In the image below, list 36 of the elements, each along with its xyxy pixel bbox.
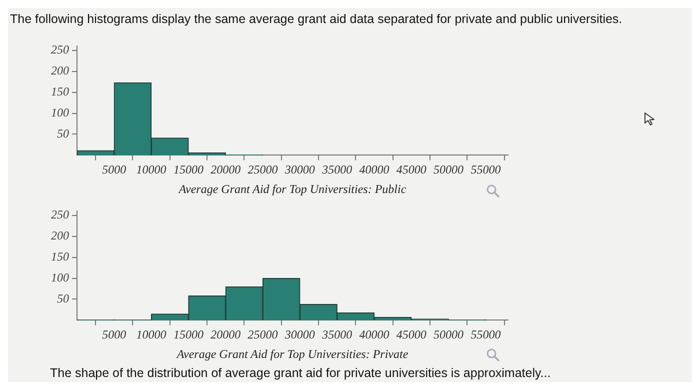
- x-tick-label: 40000: [359, 162, 390, 177]
- x-tick-label: 15000: [173, 328, 204, 342]
- y-tick-label: 250: [51, 42, 69, 57]
- x-tick-label: 35000: [321, 162, 352, 177]
- x-tick-label: 35000: [321, 328, 352, 342]
- y-tick-label: 250: [51, 208, 69, 222]
- y-tick-label: 100: [51, 105, 69, 120]
- chart-title: The following histograms display the same average grant aid data separated for private and public universities.: [10, 12, 622, 26]
- x-tick-label: 30000: [284, 162, 315, 177]
- x-tick-label: 5000: [102, 162, 126, 177]
- y-tick-label: 50: [57, 291, 69, 306]
- text: The shape of the distribution of average grant aid for private universities is approximately...: [50, 366, 551, 380]
- x-tick-label: 20000: [210, 162, 241, 177]
- x-tick-label: 45000: [396, 328, 426, 342]
- x-tick-label: 25000: [248, 328, 278, 342]
- x-tick-label: 25000: [248, 162, 278, 177]
- x-tick-label: 50000: [434, 328, 464, 342]
- x-tick-label: 45000: [396, 162, 426, 177]
- y-tick-label: 150: [51, 249, 69, 264]
- x-tick-label: 10000: [136, 162, 166, 177]
- x-axis-title: Average Grant Aid for Top Universities: Private: [176, 346, 409, 361]
- x-tick-label: 15000: [173, 162, 204, 177]
- x-tick-label: 20000: [210, 328, 241, 342]
- y-tick-label: 200: [51, 228, 69, 243]
- x-tick-label: 30000: [284, 328, 315, 342]
- x-tick-label: 40000: [359, 328, 390, 342]
- y-tick-label: 200: [51, 64, 69, 78]
- x-tick-label: 50000: [434, 162, 464, 177]
- y-tick-label: 100: [51, 270, 69, 284]
- x-tick-label: 10000: [136, 328, 166, 342]
- x-tick-label: 55000: [470, 162, 501, 177]
- y-tick-label: 150: [51, 84, 69, 98]
- y-tick-label: 50: [57, 126, 69, 140]
- x-tick-label: 5000: [102, 328, 126, 342]
- x-axis-title: Average Grant Aid for Top Universities: Public: [178, 182, 407, 196]
- x-tick-label: 55000: [470, 328, 501, 342]
